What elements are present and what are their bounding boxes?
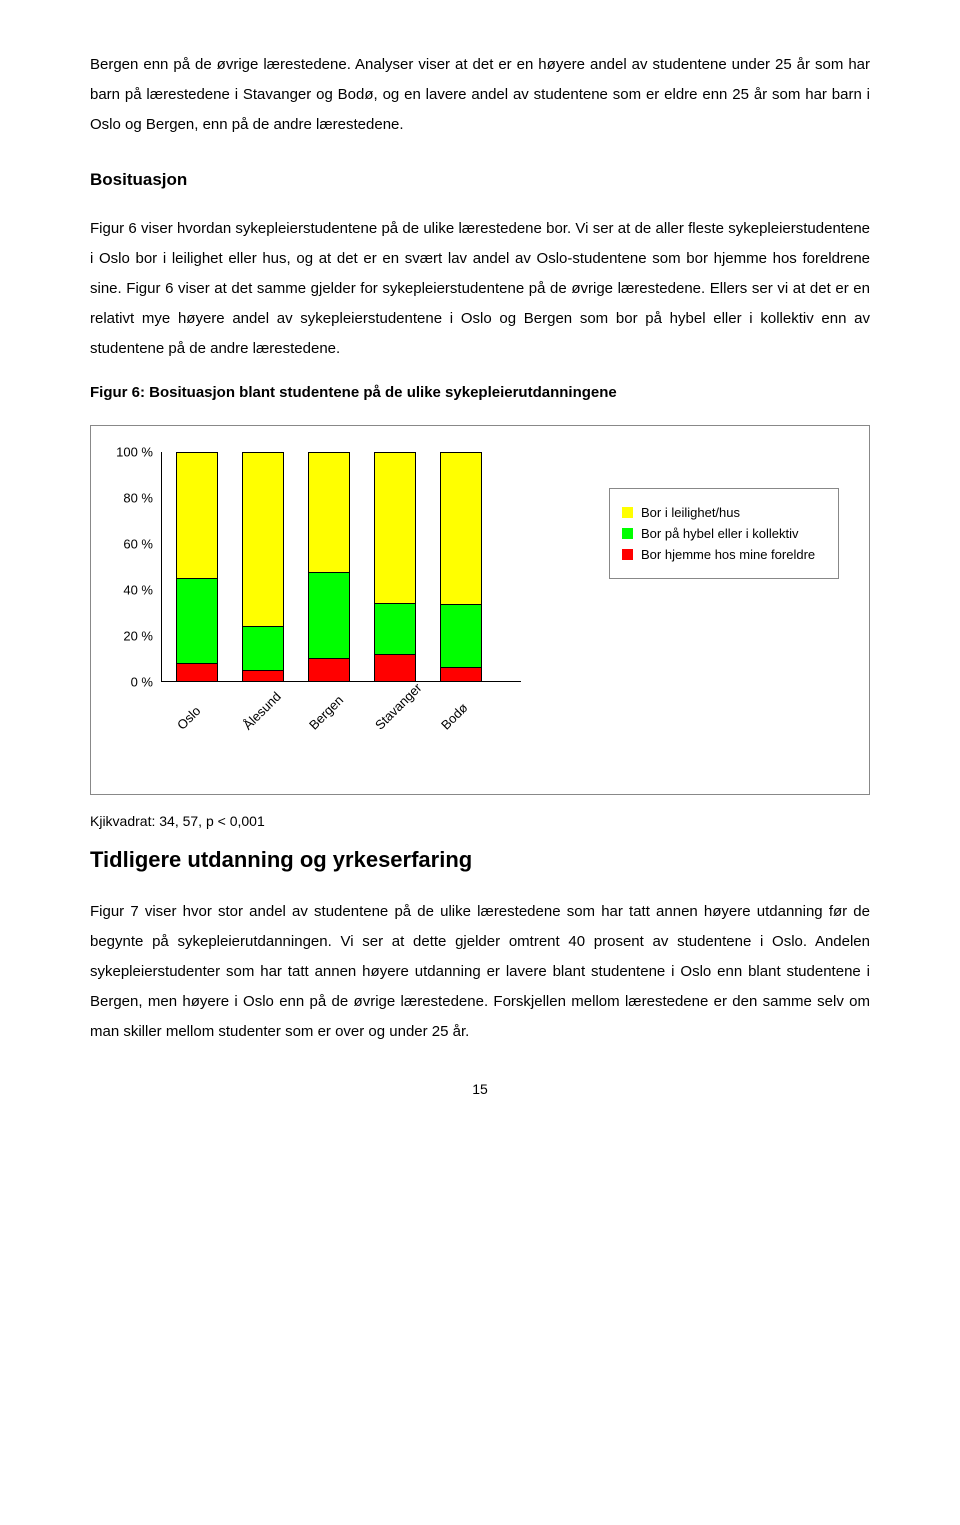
bar-segment <box>243 453 283 626</box>
legend-row: Bor på hybel eller i kollektiv <box>622 526 826 541</box>
y-tick-label: 20 % <box>123 629 153 644</box>
x-tick-label: Stavanger <box>372 680 425 733</box>
bar-bergen <box>308 452 350 681</box>
figure6-title: Figur 6: Bosituasjon blant studentene på… <box>90 384 870 401</box>
bar-segment <box>441 453 481 603</box>
chi-square-caption: Kjikvadrat: 34, 57, p < 0,001 <box>90 813 870 829</box>
heading-bosituasjon: Bosituasjon <box>90 170 870 190</box>
x-axis-labels: Oslo Ålesund Bergen Stavanger Bodø <box>161 682 521 752</box>
bar-segment <box>441 667 481 681</box>
legend-swatch <box>622 528 633 539</box>
y-tick-label: 0 % <box>131 675 153 690</box>
paragraph-tidligere: Figur 7 viser hvor stor andel av student… <box>90 897 870 1047</box>
page-number: 15 <box>90 1081 870 1097</box>
bar-segment <box>177 578 217 662</box>
bar-ålesund <box>242 452 284 681</box>
figure6-chart: 0 % 20 % 40 % 60 % 80 % 100 % Oslo Ålesund Berg… <box>90 425 870 795</box>
bar-bodø <box>440 452 482 681</box>
legend-label: Bor i leilighet/hus <box>641 505 740 520</box>
bar-segment <box>309 453 349 572</box>
y-tick-label: 60 % <box>123 537 153 552</box>
y-tick-label: 80 % <box>123 491 153 506</box>
bar-segment <box>375 603 415 653</box>
x-tick-label: Bodø <box>438 700 471 733</box>
y-tick-label: 40 % <box>123 583 153 598</box>
bar-segment <box>441 604 481 668</box>
paragraph-bosituasjon: Figur 6 viser hvordan sykepleierstudente… <box>90 214 870 364</box>
bar-stavanger <box>374 452 416 681</box>
legend-label: Bor på hybel eller i kollektiv <box>641 526 799 541</box>
legend-row: Bor i leilighet/hus <box>622 505 826 520</box>
paragraph-intro: Bergen enn på de øvrige lærestedene. Ana… <box>90 50 870 140</box>
y-axis: 0 %20 %40 %60 %80 %100 % <box>111 452 161 682</box>
chart-legend: Bor i leilighet/hus Bor på hybel eller i … <box>609 488 839 579</box>
heading-tidligere: Tidligere utdanning og yrkeserfaring <box>90 847 870 873</box>
bar-segment <box>177 663 217 681</box>
legend-swatch <box>622 549 633 560</box>
y-tick-label: 100 % <box>116 445 153 460</box>
bar-segment <box>243 670 283 681</box>
x-tick-label: Ålesund <box>240 689 284 733</box>
x-tick-label: Bergen <box>306 692 346 732</box>
bar-segment <box>243 626 283 669</box>
legend-label: Bor hjemme hos mine foreldre <box>641 547 815 562</box>
bar-segment <box>375 654 415 681</box>
bar-segment <box>375 453 415 603</box>
bar-segment <box>309 572 349 659</box>
plot-column: Oslo Ålesund Bergen Stavanger Bodø <box>161 452 521 776</box>
legend-row: Bor hjemme hos mine foreldre <box>622 547 826 562</box>
bar-oslo <box>176 452 218 681</box>
bar-segment <box>309 658 349 681</box>
plot-area <box>161 452 521 682</box>
legend-swatch <box>622 507 633 518</box>
x-tick-label: Oslo <box>174 703 204 733</box>
bar-segment <box>177 453 217 578</box>
